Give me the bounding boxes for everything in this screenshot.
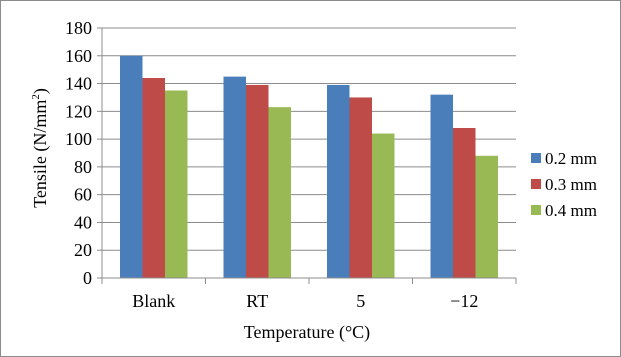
- legend-label: 0.4 mm: [545, 201, 597, 220]
- y-tick-labels: 0 20 40 60 80 100 120 140 160 180: [65, 18, 92, 288]
- legend-label: 0.2 mm: [545, 149, 597, 168]
- bar-0.3-mm-3: [453, 128, 476, 278]
- bar-0.4-mm-2: [372, 133, 395, 278]
- axes: [97, 27, 517, 284]
- bar-0.3-mm-0: [142, 78, 165, 278]
- y-tick-label: 100: [65, 129, 92, 149]
- x-tick-labels: Blank RT 5 −12: [132, 291, 478, 311]
- x-tick-label: −12: [450, 291, 478, 311]
- bar-0.3-mm-2: [349, 97, 372, 278]
- x-tick-label: 5: [356, 291, 365, 311]
- bar-0.2-mm-2: [327, 84, 350, 278]
- bars: [120, 55, 498, 279]
- legend-swatch: [531, 179, 541, 189]
- y-axis-label: Tensile (N/mm2): [30, 88, 51, 208]
- bar-0.4-mm-3: [475, 155, 498, 278]
- legend-swatch: [531, 153, 541, 163]
- x-tick-label: RT: [246, 291, 268, 311]
- y-tick-label: 80: [74, 157, 92, 177]
- y-axis-label-superscript: 2: [30, 94, 42, 100]
- y-tick-label: 180: [65, 18, 92, 38]
- bar-0.3-mm-1: [246, 84, 269, 278]
- y-tick-label: 60: [74, 185, 92, 205]
- y-tick-label: 20: [74, 240, 92, 260]
- y-tick-label: 120: [65, 101, 92, 121]
- bar-0.4-mm-0: [165, 90, 188, 278]
- bar-0.2-mm-1: [223, 76, 246, 278]
- y-tick-label: 0: [83, 268, 92, 288]
- bar-0.2-mm-3: [430, 94, 453, 279]
- y-tick-label: 40: [74, 212, 92, 232]
- y-tick-label: 140: [65, 74, 92, 94]
- legend-label: 0.3 mm: [545, 175, 597, 194]
- bar-0.2-mm-0: [120, 55, 143, 279]
- y-tick-label: 160: [65, 46, 92, 66]
- legend-swatch: [531, 205, 541, 215]
- legend: 0.2 mm 0.3 mm 0.4 mm: [531, 149, 597, 220]
- bar-0.4-mm-1: [268, 107, 291, 279]
- x-tick-label: Blank: [132, 291, 175, 311]
- x-axis-label: Temperature (°C): [244, 322, 370, 343]
